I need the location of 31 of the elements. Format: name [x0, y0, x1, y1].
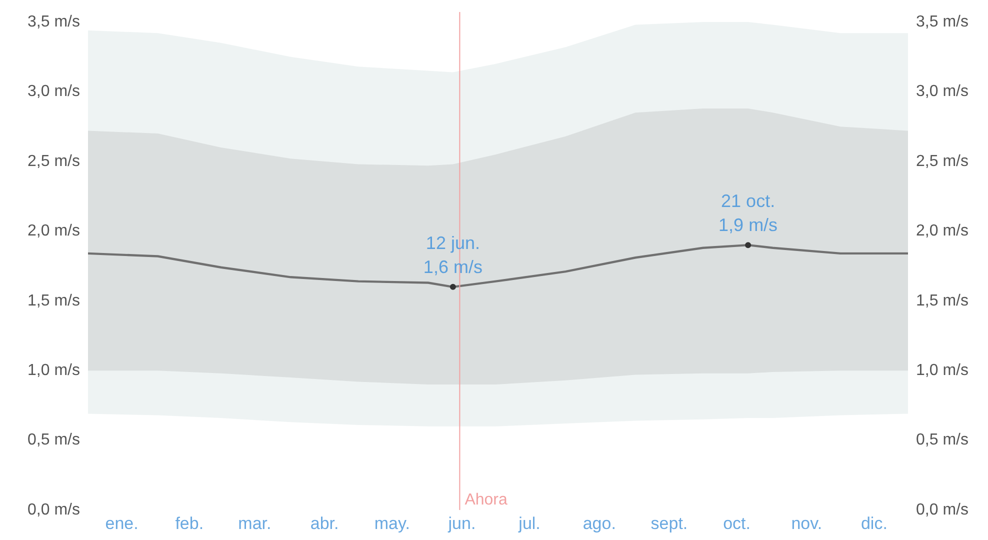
- y-tick-label: 3,0 m/s: [28, 83, 80, 100]
- x-tick-label: oct.: [723, 514, 750, 533]
- y2-tick-label: 3,0 m/s: [916, 83, 968, 100]
- y-tick-label: 1,0 m/s: [28, 362, 80, 379]
- y2-tick-label: 2,0 m/s: [916, 222, 968, 240]
- x-tick-label: jun.: [447, 514, 476, 533]
- y-tick-label: 2,5 m/s: [28, 152, 80, 170]
- x-tick-label: nov.: [791, 514, 822, 533]
- y2-tick-label: 0,5 m/s: [916, 432, 968, 449]
- x-tick-label: ago.: [582, 514, 616, 533]
- annotation: 21 oct. 1,9 m/s: [718, 191, 778, 236]
- x-tick-label: dic.: [860, 514, 888, 533]
- ref-line-label: Ahora: [464, 491, 508, 508]
- y-tick-label: 0,5 m/s: [28, 432, 80, 449]
- annotation: 12 jun. 1,6 m/s: [423, 232, 482, 277]
- x-tick-label: mar.: [238, 514, 272, 533]
- y-tick-label: 0,0 m/s: [28, 501, 80, 518]
- y-tick-label: 3,5 m/s: [28, 13, 80, 30]
- y2-tick-label: 1,0 m/s: [916, 362, 968, 379]
- y-tick-label: 2,0 m/s: [28, 222, 80, 240]
- y2-tick-label: 0,0 m/s: [916, 501, 968, 518]
- y2-tick-label: 1,5 m/s: [916, 292, 968, 310]
- y2-tick-label: 2,5 m/s: [916, 152, 968, 170]
- y-tick-label: 1,5 m/s: [28, 292, 80, 310]
- x-tick-label: ene.: [105, 514, 138, 533]
- y2-tick-label: 3,5 m/s: [916, 13, 968, 30]
- x-tick-label: sept.: [650, 514, 688, 533]
- x-tick-label: may.: [374, 514, 410, 533]
- x-tick-label: abr.: [310, 514, 339, 533]
- x-tick-label: feb.: [175, 514, 204, 533]
- x-tick-label: jul.: [518, 514, 540, 533]
